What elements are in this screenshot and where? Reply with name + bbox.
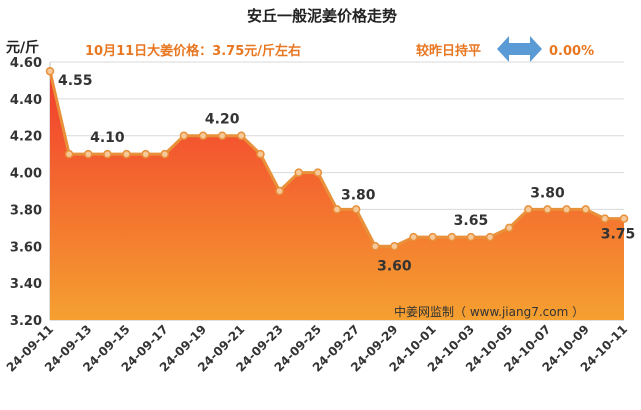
data-point bbox=[275, 186, 284, 196]
data-point bbox=[122, 149, 131, 159]
data-point bbox=[160, 149, 170, 159]
data-point bbox=[581, 205, 590, 214]
y-axis-ticks: 3.20 3.40 3.60 3.80 4.00 4.20 4.40 4.60 bbox=[10, 56, 42, 329]
data-label: 3.80 bbox=[341, 187, 376, 203]
y-axis-unit: 元/斤 bbox=[6, 39, 39, 56]
data-point bbox=[485, 232, 495, 242]
data-point bbox=[141, 149, 150, 159]
data-point bbox=[562, 205, 571, 214]
data-point bbox=[294, 168, 303, 177]
data-label: 4.10 bbox=[90, 130, 125, 146]
y-tick-label: 3.20 bbox=[10, 314, 42, 329]
data-point bbox=[237, 131, 246, 140]
data-label: 3.60 bbox=[377, 258, 412, 274]
price-area-fill bbox=[50, 71, 624, 320]
data-point bbox=[64, 149, 74, 159]
data-point bbox=[524, 205, 533, 214]
change-label: 较昨日持平 bbox=[416, 43, 481, 59]
y-tick-label: 3.60 bbox=[10, 240, 42, 255]
data-point bbox=[600, 214, 610, 223]
y-tick-label: 4.40 bbox=[10, 93, 42, 108]
data-label: 4.20 bbox=[205, 112, 240, 128]
data-point bbox=[103, 149, 112, 159]
price-banner: 10月11日大姜价格：3.75元/斤左右 bbox=[85, 43, 301, 59]
price-area bbox=[50, 71, 624, 320]
watermark: 中姜网监制（ www.jiang7.com ） bbox=[394, 304, 584, 319]
data-point bbox=[466, 232, 476, 242]
data-point bbox=[84, 149, 93, 159]
data-point bbox=[390, 242, 399, 251]
y-tick-label: 4.00 bbox=[10, 167, 42, 182]
data-label: 3.65 bbox=[454, 213, 489, 229]
data-point bbox=[447, 232, 457, 242]
data-labels: 4.55 4.10 4.20 3.80 3.60 3.65 3.80 3.75 bbox=[58, 73, 635, 274]
data-point bbox=[179, 131, 189, 140]
data-point bbox=[198, 131, 208, 140]
y-tick-label: 4.20 bbox=[10, 130, 42, 145]
data-point bbox=[351, 205, 361, 214]
data-point bbox=[504, 223, 514, 233]
data-point bbox=[428, 232, 437, 242]
data-point bbox=[313, 168, 323, 177]
x-axis-ticks: 24-09-1124-09-1324-09-1524-09-1724-09-19… bbox=[4, 322, 630, 374]
data-point bbox=[217, 131, 227, 140]
data-label: 4.55 bbox=[58, 73, 93, 89]
data-point bbox=[543, 205, 552, 214]
price-markers bbox=[45, 66, 629, 251]
data-point bbox=[619, 214, 629, 223]
data-point bbox=[409, 232, 418, 242]
y-tick-label: 3.40 bbox=[10, 277, 42, 292]
y-tick-label: 4.60 bbox=[10, 56, 42, 71]
change-value: 0.00% bbox=[549, 44, 594, 59]
y-tick-label: 3.80 bbox=[10, 203, 42, 218]
data-point bbox=[332, 205, 342, 214]
data-label: 3.75 bbox=[601, 227, 636, 243]
data-point bbox=[256, 149, 265, 159]
data-point bbox=[371, 242, 380, 251]
change-arrow-icon bbox=[497, 36, 542, 62]
data-label: 3.80 bbox=[530, 185, 565, 201]
chart-title: 安丘一般泥姜价格走势 bbox=[247, 7, 397, 25]
data-point bbox=[45, 66, 55, 76]
